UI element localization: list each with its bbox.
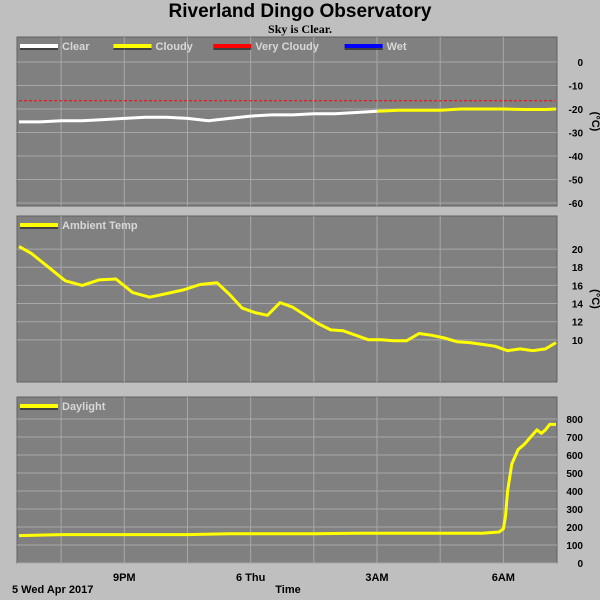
y-tick-label: -50: [569, 176, 584, 187]
panel-ambient-temp: [16, 215, 558, 383]
page-title: Riverland Dingo Observatory: [168, 1, 432, 22]
y-tick-label: -60: [569, 199, 584, 210]
y-tick-label: 800: [566, 415, 583, 426]
y-tick-label: -20: [569, 105, 584, 116]
y-tick-label: 10: [572, 336, 584, 347]
y-axis-unit-label: (°C): [589, 289, 600, 309]
x-axis-date-label: 5 Wed Apr 2017: [12, 584, 93, 596]
sky-status-subtitle: Sky is Clear.: [268, 22, 332, 36]
y-tick-label: 600: [566, 451, 583, 462]
legend-label: Wet: [387, 41, 407, 53]
y-tick-label: 300: [566, 505, 583, 516]
y-tick-label: 0: [577, 559, 583, 570]
panel-sky: [16, 36, 558, 207]
y-axis-unit-label: (°C): [589, 112, 600, 132]
legend-label: Ambient Temp: [62, 220, 138, 232]
legend-label: Very Cloudy: [255, 41, 319, 53]
x-tick-label: 6AM: [492, 572, 515, 584]
x-tick-label: 9PM: [113, 572, 136, 584]
y-tick-label: 100: [566, 541, 583, 552]
series-line-cloudy: [376, 107, 557, 113]
legend-label: Cloudy: [156, 41, 194, 53]
x-tick-label: 3AM: [365, 572, 388, 584]
y-tick-label: 16: [572, 281, 584, 292]
legend-label: Daylight: [62, 401, 106, 413]
x-axis-label: Time: [275, 584, 300, 596]
legend-label: Clear: [62, 41, 90, 53]
series-line-clear: [19, 109, 378, 124]
y-tick-label: 200: [566, 523, 583, 534]
y-tick-label: -40: [569, 152, 584, 163]
y-tick-label: 14: [572, 300, 584, 311]
y-tick-label: 12: [572, 318, 584, 329]
y-tick-label: -30: [569, 129, 584, 140]
y-tick-label: 500: [566, 469, 583, 480]
panel-daylight: [16, 396, 558, 564]
y-tick-label: 0: [577, 58, 583, 69]
series-line-daylight: [18, 422, 556, 538]
y-tick-label: 20: [572, 245, 584, 256]
y-tick-label: 700: [566, 433, 583, 444]
y-tick-label: -10: [569, 82, 584, 93]
y-tick-label: 18: [572, 263, 584, 274]
series-line-ambient-temp: [18, 245, 557, 353]
x-tick-label: 6 Thu: [236, 572, 265, 584]
y-tick-label: 400: [566, 487, 583, 498]
